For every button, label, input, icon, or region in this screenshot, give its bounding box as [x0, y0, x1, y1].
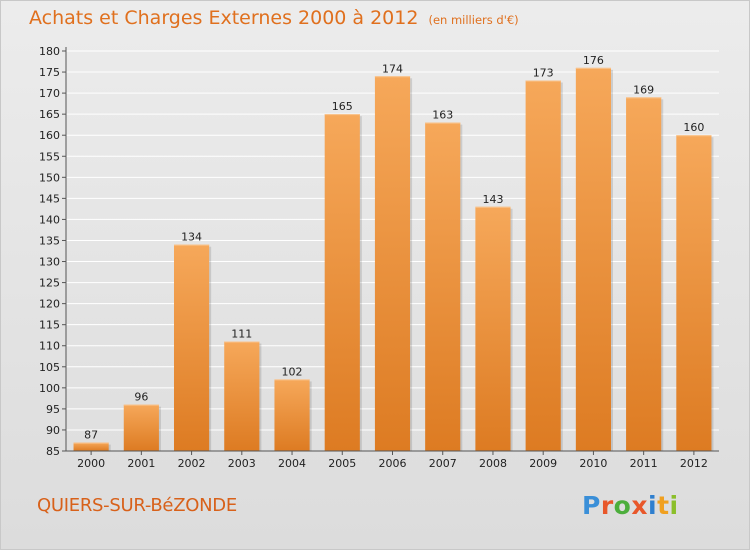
labels: 85 90 95 100 105 110 115 120 125 130 135 140 145 150 1… — [39, 45, 708, 470]
chart-unit: (en milliers d'€) — [428, 13, 519, 27]
chart-title: Achats et Charges Externes 2000 à 2012 — [29, 7, 419, 29]
bar-2007 — [425, 122, 461, 451]
title-row: Achats et Charges Externes 2000 à 2012 (e… — [29, 7, 519, 29]
x-tick-label: 2006 — [379, 457, 407, 470]
logo-letter: r — [600, 491, 614, 520]
logo-letter: i — [669, 491, 679, 520]
value-label: 87 — [84, 429, 98, 442]
x-tick-label: 2000 — [77, 457, 105, 470]
y-tick-label: 175 — [39, 66, 60, 79]
x-tick-label: 2010 — [579, 457, 607, 470]
logo-letter: o — [613, 491, 632, 520]
y-tick-label: 100 — [39, 382, 60, 395]
proxiti-logo: Proxiti — [582, 491, 679, 520]
y-tick-label: 170 — [39, 87, 60, 100]
value-label: 134 — [181, 231, 202, 244]
y-tick-label: 120 — [39, 298, 60, 311]
bar-2006 — [374, 76, 411, 452]
y-tick-label: 125 — [39, 277, 60, 290]
bar-2008 — [475, 206, 511, 451]
x-tick-label: 2002 — [178, 457, 206, 470]
bar-2005 — [324, 114, 360, 451]
bar-2001 — [123, 404, 159, 451]
y-tick-label: 165 — [39, 108, 60, 121]
bar-2002 — [173, 244, 210, 451]
y-tick-label: 115 — [39, 319, 60, 332]
y-tick-label: 85 — [46, 445, 60, 458]
y-tick-label: 90 — [46, 424, 60, 437]
x-tick-label: 2003 — [228, 457, 256, 470]
bar-2009 — [525, 80, 561, 451]
value-label: 169 — [633, 83, 654, 96]
bar-2010 — [575, 67, 612, 451]
x-tick-label: 2012 — [680, 457, 708, 470]
commune-name: QUIERS-SUR-BéZONDE — [37, 495, 237, 516]
x-tick-label: 2009 — [529, 457, 557, 470]
y-tick-label: 150 — [39, 171, 60, 184]
x-tick-label: 2008 — [479, 457, 507, 470]
logo-letter: i — [648, 491, 658, 520]
y-tick-label: 130 — [39, 256, 60, 269]
value-label: 163 — [432, 109, 453, 122]
y-tick-label: 110 — [39, 340, 60, 353]
value-label: 160 — [683, 121, 704, 134]
x-tick-label: 2001 — [127, 457, 155, 470]
y-tick-label: 160 — [39, 129, 60, 142]
x-tick-label: 2004 — [278, 457, 306, 470]
value-label: 174 — [382, 62, 403, 75]
bar-2011 — [626, 97, 662, 451]
y-tick-label: 105 — [39, 361, 60, 374]
x-tick-label: 2005 — [328, 457, 356, 470]
x-tick-label: 2007 — [429, 457, 457, 470]
value-label: 165 — [332, 100, 353, 113]
y-tick-label: 135 — [39, 234, 60, 247]
bar-2004 — [274, 379, 310, 451]
bar-2012 — [676, 135, 712, 452]
value-label: 111 — [231, 328, 252, 341]
y-tick-label: 140 — [39, 213, 60, 226]
y-tick-label: 180 — [39, 45, 60, 58]
bar-2000 — [73, 442, 109, 451]
value-label: 96 — [134, 391, 148, 404]
y-tick-label: 155 — [39, 150, 60, 163]
value-label: 173 — [533, 66, 554, 79]
bar-2003 — [224, 341, 260, 451]
logo-letter: x — [631, 491, 648, 520]
x-tick-label: 2011 — [630, 457, 658, 470]
y-tick-label: 95 — [46, 403, 60, 416]
value-label: 176 — [583, 54, 604, 67]
value-label: 102 — [282, 365, 303, 378]
logo-letter: P — [582, 491, 601, 520]
axes — [62, 47, 719, 455]
y-tick-label: 145 — [39, 192, 60, 205]
logo-letter: t — [657, 491, 670, 520]
value-label: 143 — [482, 193, 503, 206]
bars — [73, 67, 714, 452]
